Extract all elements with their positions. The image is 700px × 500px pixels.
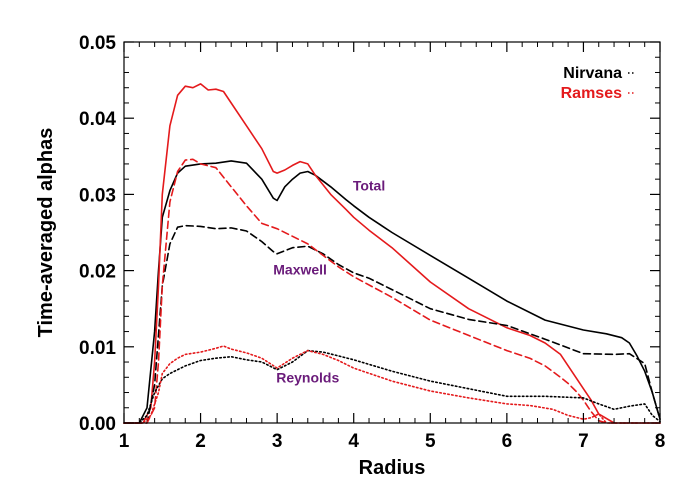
y-tick-label: 0.00 <box>79 414 116 435</box>
annotation-maxwell: Maxwell <box>273 261 327 277</box>
legend-label-nirvana: Nirvana <box>563 65 622 82</box>
x-tick-label: 5 <box>425 431 436 452</box>
y-tick-label: 0.03 <box>79 185 116 206</box>
series-line-nirvana-reynolds <box>123 349 661 424</box>
series-line-ramses-maxwell <box>123 158 661 424</box>
annotations: Total Maxwell Reynolds <box>273 178 385 386</box>
x-tick-label: 8 <box>655 431 666 452</box>
x-tick-label: 4 <box>348 431 359 452</box>
series-line-nirvana-maxwell <box>123 224 661 424</box>
series-layer <box>123 83 661 424</box>
x-tick-label: 7 <box>578 431 589 452</box>
legend-label-ramses: Ramses <box>561 85 622 102</box>
annotation-total: Total <box>353 178 385 194</box>
plot-frame <box>123 41 661 424</box>
tick-labels: 1 2 3 4 5 6 7 8 0.00 0.01 0.02 0.03 0.04 0.05 <box>79 33 665 452</box>
annotation-reynolds: Reynolds <box>276 370 339 386</box>
x-axis-title: Radius <box>359 457 426 479</box>
y-tick-label: 0.04 <box>79 109 116 130</box>
ticks-layer <box>123 41 661 424</box>
series-line-ramses-reynolds <box>123 345 661 424</box>
series-line-nirvana-total <box>123 160 661 424</box>
x-tick-label: 3 <box>272 431 283 452</box>
legend: Nirvana Ramses <box>561 65 634 102</box>
y-tick-label: 0.02 <box>79 262 116 283</box>
series-line-ramses-total <box>123 83 661 424</box>
x-tick-label: 6 <box>502 431 513 452</box>
y-tick-label: 0.01 <box>79 338 116 359</box>
y-tick-label: 0.05 <box>79 33 116 54</box>
x-tick-label: 1 <box>119 431 130 452</box>
x-tick-label: 2 <box>195 431 206 452</box>
y-axis-title: Time-averaged alphas <box>35 128 57 338</box>
